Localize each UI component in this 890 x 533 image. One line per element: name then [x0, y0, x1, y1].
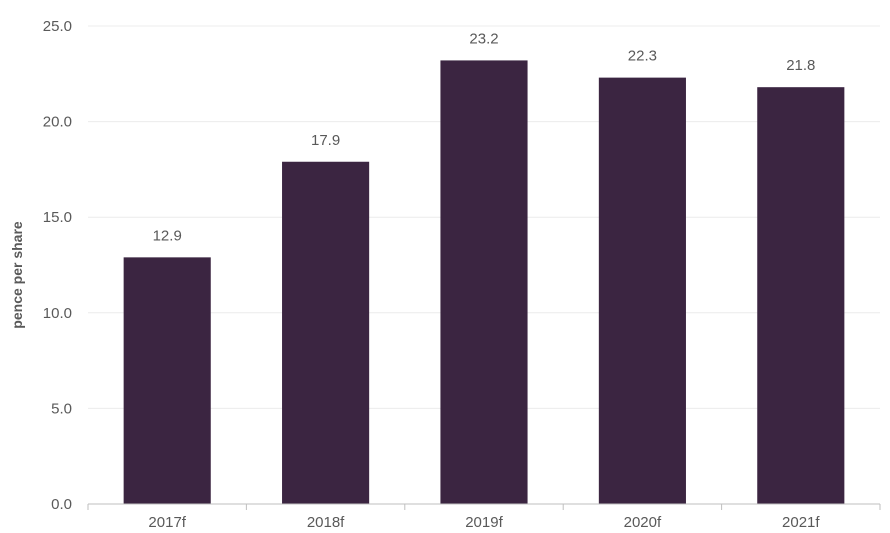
- data-label: 22.3: [628, 48, 657, 65]
- bar: [757, 87, 845, 505]
- y-axis-title: pence per share: [9, 221, 25, 329]
- data-label: 23.2: [469, 30, 498, 47]
- data-label: 12.9: [153, 227, 182, 244]
- x-tick-label: 2020f: [624, 514, 662, 531]
- data-labels: 12.9 17.9 23.2 22.3 21.8: [153, 30, 816, 244]
- x-tick-marks: [87, 504, 881, 510]
- bar: [440, 60, 528, 504]
- y-tick-label: 0.0: [51, 496, 72, 513]
- bar: [598, 77, 686, 505]
- y-tick-labels: 0.0 5.0 10.0 15.0 20.0 25.0: [43, 18, 72, 513]
- x-tick-label: 2019f: [465, 514, 503, 531]
- bar: [282, 161, 370, 504]
- y-tick-label: 20.0: [43, 114, 72, 131]
- x-tick-labels: 2017f 2018f 2019f 2020f 2021f: [148, 514, 820, 531]
- bars: [123, 60, 845, 505]
- x-tick-label: 2018f: [307, 514, 345, 531]
- x-tick-label: 2017f: [148, 514, 186, 531]
- x-tick-label: 2021f: [782, 514, 820, 531]
- data-label: 17.9: [311, 132, 340, 149]
- bar: [123, 257, 211, 504]
- data-label: 21.8: [786, 57, 815, 74]
- y-tick-label: 10.0: [43, 305, 72, 322]
- y-tick-label: 5.0: [51, 400, 72, 417]
- y-tick-label: 25.0: [43, 18, 72, 35]
- y-tick-label: 15.0: [43, 209, 72, 226]
